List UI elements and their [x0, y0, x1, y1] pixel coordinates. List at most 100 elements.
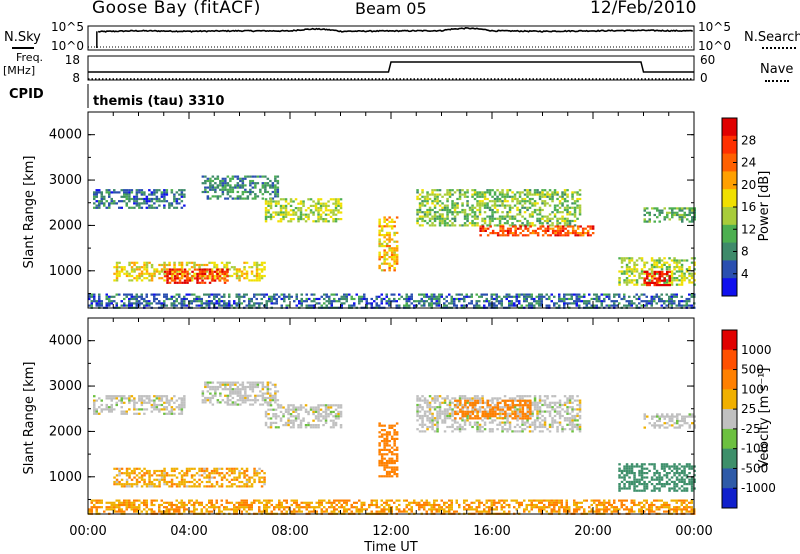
- heatmap-cell: [378, 431, 381, 434]
- heatmap-cell: [380, 297, 383, 301]
- heatmap-cell: [183, 399, 186, 402]
- heatmap-cell: [450, 297, 453, 301]
- heatmap-cell: [523, 197, 527, 201]
- heatmap-cell: [282, 198, 285, 201]
- heatmap-cell: [228, 467, 231, 470]
- heatmap-cell: [215, 472, 219, 475]
- heatmap-cell: [670, 270, 674, 273]
- heatmap-cell: [208, 270, 212, 273]
- heatmap-cell: [566, 408, 569, 411]
- heatmap-cell: [204, 401, 207, 404]
- heatmap-cell: [297, 209, 300, 212]
- heatmap-cell: [385, 464, 389, 467]
- heatmap-cell: [163, 406, 166, 409]
- heatmap-cell: [225, 272, 229, 275]
- heatmap-cell: [390, 424, 394, 427]
- heatmap-cell: [219, 184, 222, 187]
- heatmap-cell: [365, 302, 368, 305]
- heatmap-cell: [334, 200, 338, 203]
- heatmap-cell: [255, 277, 259, 280]
- heatmap-cell: [317, 213, 320, 216]
- heatmap-cell: [118, 469, 121, 473]
- heatmap-cell: [140, 202, 144, 205]
- heatmap-cell: [170, 304, 173, 307]
- heatmap-cell: [226, 403, 230, 406]
- heatmap-cell: [491, 200, 494, 203]
- heatmap-cell: [580, 300, 583, 303]
- heatmap-cell: [233, 300, 236, 303]
- heatmap-cell: [468, 222, 472, 225]
- heatmap-cell: [514, 412, 517, 416]
- heatmap-cell: [441, 202, 444, 205]
- heatmap-cell: [205, 302, 208, 305]
- heatmap-cell: [261, 399, 265, 402]
- heatmap-cell: [421, 408, 424, 411]
- heatmap-cell: [441, 412, 444, 415]
- heatmap-cell: [183, 403, 186, 407]
- heatmap-cell: [551, 200, 554, 203]
- heatmap-cell: [215, 302, 218, 305]
- heatmap-cell: [566, 412, 569, 415]
- heatmap-cell: [395, 448, 399, 451]
- heatmap-cell: [501, 200, 504, 203]
- heatmap-cell: [556, 217, 559, 220]
- heatmap-cell: [302, 213, 305, 216]
- heatmap-cell: [383, 440, 386, 443]
- heatmap-cell: [133, 406, 136, 409]
- heatmap-cell: [155, 293, 158, 296]
- heatmap-cell: [309, 406, 313, 409]
- heatmap-cell: [390, 437, 394, 440]
- heatmap-cell: [219, 179, 222, 183]
- heatmap-cell: [255, 263, 259, 267]
- heatmap-cell: [488, 302, 491, 305]
- heatmap-cell: [538, 430, 542, 433]
- heatmap-cell: [556, 412, 559, 415]
- heatmap-cell: [128, 191, 131, 194]
- heatmap-cell: [430, 295, 433, 298]
- heatmap-cell: [436, 425, 439, 429]
- heatmap-cell: [561, 425, 564, 429]
- heatmap-cell: [548, 189, 552, 192]
- heatmap-cell: [163, 270, 167, 273]
- heatmap-cell: [148, 204, 151, 207]
- heatmap-cell: [115, 302, 118, 305]
- heatmap-cell: [140, 274, 144, 278]
- heatmap-cell: [428, 295, 431, 298]
- heatmap-cell: [578, 295, 581, 298]
- heatmap-cell: [171, 279, 174, 282]
- heatmap-cell: [176, 268, 179, 271]
- heatmap-cell: [478, 304, 481, 307]
- heatmap-cell: [268, 295, 271, 298]
- heatmap-cell: [431, 414, 434, 418]
- heatmap-cell: [603, 300, 606, 303]
- heatmap-cell: [214, 394, 217, 397]
- heatmap-cell: [140, 293, 143, 296]
- heatmap-cell: [292, 200, 295, 203]
- heatmap-cell: [160, 200, 164, 203]
- heatmap-cell: [551, 421, 554, 424]
- heatmap-cell: [538, 300, 541, 303]
- heatmap-cell: [388, 444, 391, 447]
- heatmap-cell: [238, 270, 241, 273]
- heatmap-cell: [438, 300, 441, 303]
- heatmap-cell: [195, 300, 198, 303]
- heatmap-cell: [297, 220, 300, 223]
- heatmap-cell: [259, 190, 262, 194]
- heatmap-cell: [260, 302, 263, 305]
- heatmap-cell: [465, 293, 468, 296]
- heatmap-cell: [486, 401, 490, 405]
- heatmap-cell: [275, 300, 278, 303]
- heatmap-cell: [471, 206, 474, 209]
- heatmap-cell: [418, 293, 421, 296]
- heatmap-cell: [140, 270, 144, 273]
- heatmap-cell: [170, 270, 174, 273]
- heatmap-cell: [93, 300, 96, 303]
- heatmap-cell: [558, 206, 562, 209]
- heatmap-cell: [264, 401, 267, 404]
- heatmap-cell: [625, 487, 629, 490]
- heatmap-cell: [238, 476, 241, 479]
- heatmap-cell: [668, 257, 671, 260]
- heatmap-cell: [170, 191, 174, 194]
- heatmap-cell: [541, 215, 544, 218]
- heatmap-cell: [595, 300, 598, 303]
